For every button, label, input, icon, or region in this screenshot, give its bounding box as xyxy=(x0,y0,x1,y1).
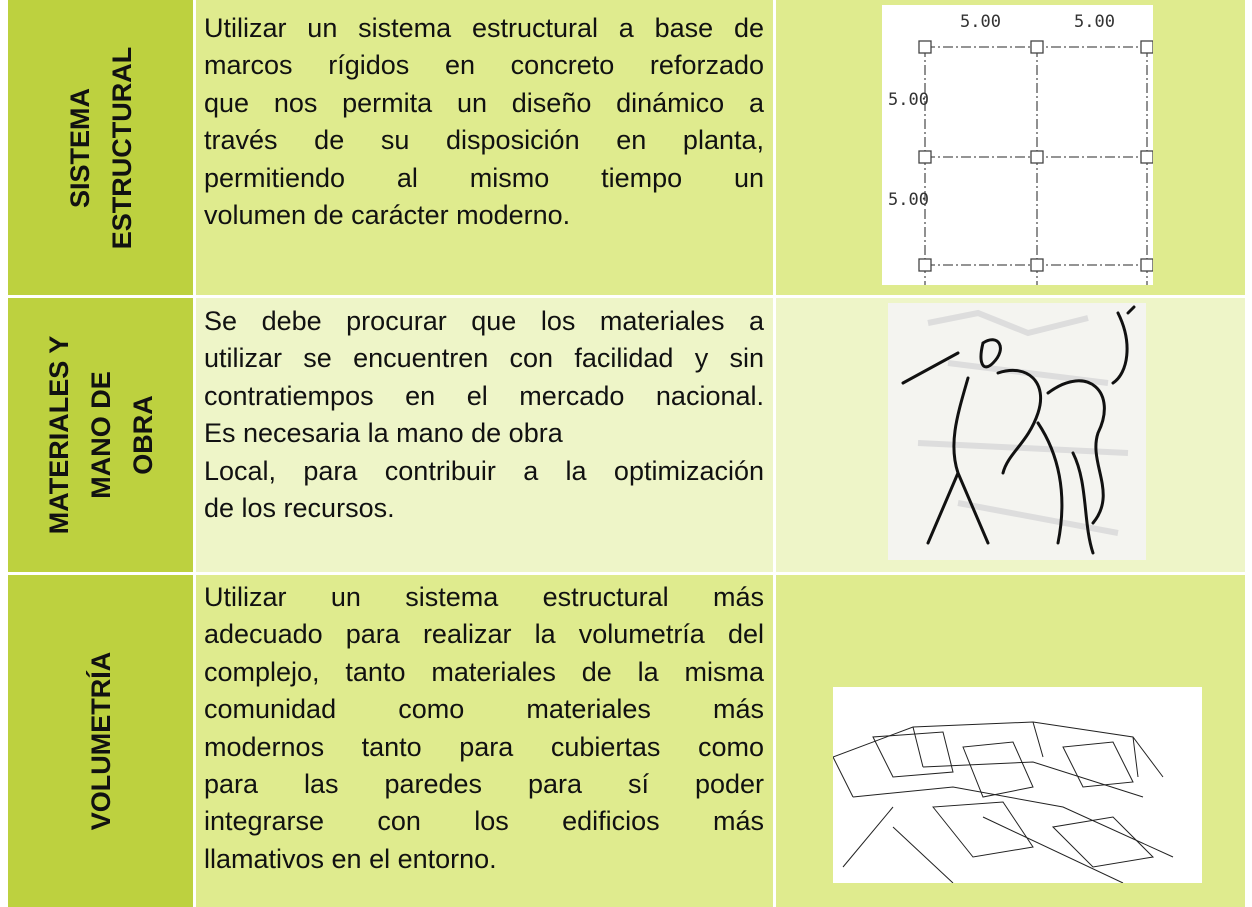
text-line: utilizar se encuentren con facilidad y s… xyxy=(204,343,764,374)
heading-line: OBRA xyxy=(127,395,158,475)
text-line: complejo, tanto materiales de la misma xyxy=(204,656,764,687)
text-line: que nos permita un diseño dinámico a xyxy=(204,87,764,118)
image-cell: 5.00 5.00 5.00 5.00 xyxy=(776,0,1245,295)
text-line: de los recursos. xyxy=(204,493,395,524)
description: Se debe procurar que los materiales a uti… xyxy=(204,303,764,527)
image-cell xyxy=(776,575,1245,907)
dimension-label: 5.00 xyxy=(888,90,929,110)
volumetry-drawing xyxy=(832,721,1174,884)
image-cell xyxy=(776,298,1245,572)
heading-line: MANO DE xyxy=(85,371,116,499)
text-line: volumen de carácter moderno. xyxy=(204,200,571,231)
text-line: Es necesaria la mano de obra xyxy=(204,418,563,449)
sketch-drawing xyxy=(901,305,1136,555)
heading-line: ESTRUCTURAL xyxy=(106,46,137,249)
description: Utilizar un sistema estructural más adecu… xyxy=(204,579,764,878)
grid-drawing: 5.00 5.00 5.00 5.00 xyxy=(888,12,1154,285)
heading-line: MATERIALES Y xyxy=(43,335,74,535)
dimension-label: 5.00 xyxy=(960,12,1001,32)
heading-line: SISTEMA xyxy=(64,87,95,208)
text-line: Utilizar un sistema estructural más xyxy=(204,582,764,612)
text-line: marcos rígidos en concreto reforzado xyxy=(204,50,764,81)
text-line: contratiempos en el mercado nacional. xyxy=(204,380,764,411)
text-cell: Utilizar un sistema estructural más adecu… xyxy=(196,575,773,907)
text-line: adecuado para realizar la volumetría del xyxy=(204,619,764,650)
dimension-label: 5.00 xyxy=(1074,12,1115,32)
text-line: comunidad como materiales más xyxy=(204,694,764,725)
heading-cell: VOLUMETRÍA xyxy=(8,575,193,907)
heading-cell: SISTEMA ESTRUCTURAL xyxy=(8,0,193,295)
text-line: través de su disposición en planta, xyxy=(204,125,764,156)
text-line: Local, para contribuir a la optimización xyxy=(204,455,764,486)
heading-cell: MATERIALES Y MANO DE OBRA xyxy=(8,298,193,572)
text-cell: Utilizar un sistema estructural a base d… xyxy=(196,0,773,295)
dimension-label: 5.00 xyxy=(888,190,929,210)
text-line: para las paredes para sí poder xyxy=(204,769,764,800)
heading: VOLUMETRÍA xyxy=(80,652,122,831)
text-line: Se debe procurar que los materiales a xyxy=(204,306,764,336)
volumetry-image xyxy=(832,687,1202,884)
description: Utilizar un sistema estructural a base d… xyxy=(204,10,764,234)
text-line: Utilizar un sistema estructural a base d… xyxy=(204,13,764,43)
text-line: llamativos en el entorno. xyxy=(204,843,497,874)
heading: SISTEMA ESTRUCTURAL xyxy=(59,46,143,249)
text-cell: Se debe procurar que los materiales a uti… xyxy=(196,298,773,572)
heading-line: VOLUMETRÍA xyxy=(85,651,116,831)
text-line: integrarse con los edificios más xyxy=(204,806,764,837)
structural-grid-image: 5.00 5.00 5.00 5.00 xyxy=(882,5,1154,285)
workers-sketch-image xyxy=(888,303,1146,560)
text-line: permitiendo al mismo tiempo un xyxy=(204,162,764,193)
heading: MATERIALES Y MANO DE OBRA xyxy=(38,336,164,535)
text-line: modernos tanto para cubiertas como xyxy=(204,731,764,762)
